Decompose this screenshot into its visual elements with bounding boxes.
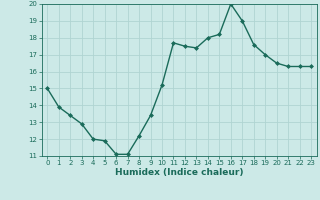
X-axis label: Humidex (Indice chaleur): Humidex (Indice chaleur) [115,168,244,177]
